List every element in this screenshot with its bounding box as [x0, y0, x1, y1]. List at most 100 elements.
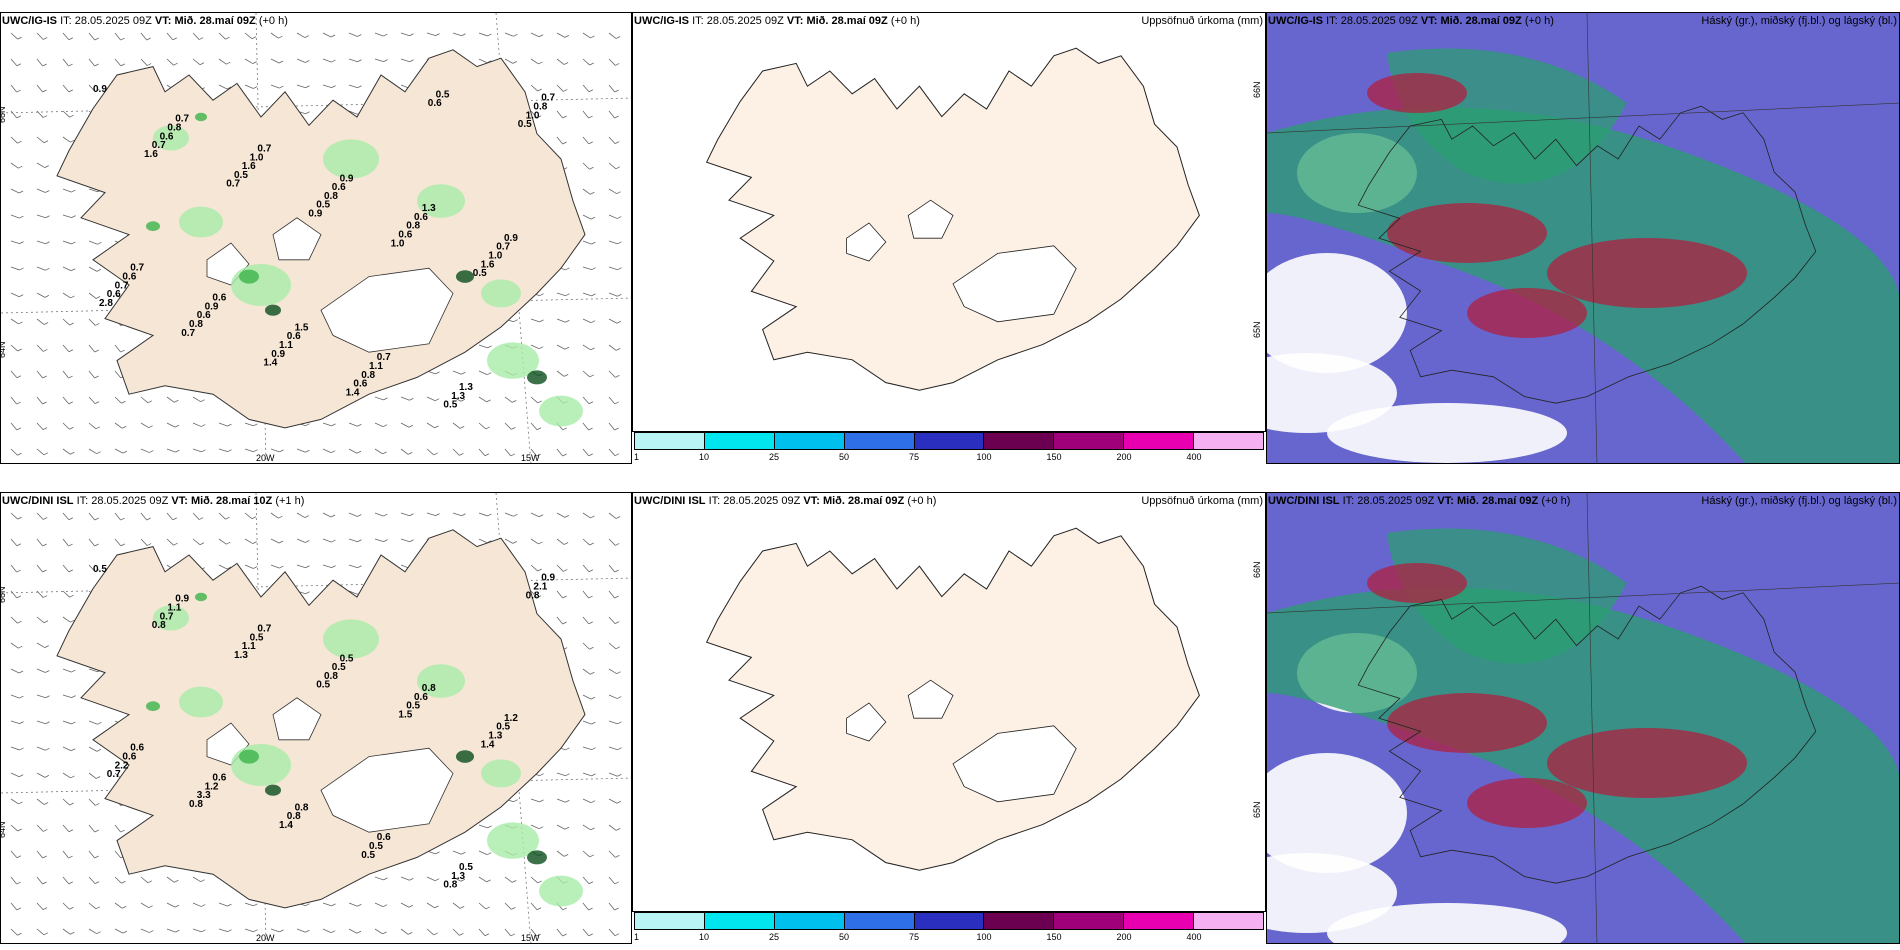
precip-value-label: 1.0: [250, 152, 264, 163]
lat-label: 66N: [1, 586, 7, 603]
colorbar-tick-label: 50: [838, 452, 850, 462]
colorbar-swatch: [914, 433, 985, 449]
precip-value-label: 1.4: [263, 358, 277, 369]
vt-value: Mið. 28.maí 09Z: [1456, 495, 1539, 507]
axis-labels: 66N 65N: [1252, 81, 1262, 338]
precip-cell: [487, 342, 539, 379]
mid-cloud-layer: [1367, 563, 1747, 828]
precip-value-label: 0.7: [257, 623, 271, 634]
precip-value-label: 0.6: [398, 230, 412, 241]
iceland-land: [56, 529, 586, 909]
field-title: Háský (gr.), miðský (fj.bl.) og lágský (…: [1701, 15, 1897, 27]
precip-value-label: 0.5: [316, 200, 330, 211]
precip-value-label: 0.8: [152, 620, 166, 631]
precip-value-label: 0.6: [428, 98, 442, 109]
colorbar-tick-label: 200: [1116, 452, 1132, 462]
precip-value-label: 0.8: [287, 811, 301, 822]
panel-header: UWC/DINI ISL IT: 28.05.2025 09Z VT: Mið.…: [1266, 492, 1900, 510]
precip-value-label: 0.7: [226, 179, 240, 190]
precip-value-label: 0.9: [271, 349, 285, 360]
precip-cell: [146, 701, 160, 712]
precip-value-labels: 0.90.70.70.91.30.90.70.61.50.71.30.70.81…: [93, 84, 556, 411]
vt-value: Mið. 28.maí 09Z: [822, 495, 905, 507]
field-title: Uppsöfnuð úrkoma (mm): [1141, 495, 1263, 507]
lon-label: 20W: [256, 453, 275, 463]
precip-value-label: 0.6: [414, 212, 428, 223]
precip-value-label: 0.7: [496, 242, 510, 253]
lat-label: 64N: [1, 341, 7, 358]
it-label: IT:: [708, 495, 721, 507]
precip-cell: [179, 686, 223, 718]
lead-time: (+0 h): [258, 15, 288, 27]
precip-value-label: 1.3: [488, 731, 502, 742]
lead-time: (+0 h): [907, 495, 937, 507]
precip-value-label: 0.7: [377, 352, 391, 363]
colorbar-tick-label: 25: [768, 452, 779, 462]
precip-value-label: 0.8: [406, 221, 420, 232]
iceland-outline: [1357, 105, 1817, 404]
panel-header: UWC/IG-IS IT: 28.05.2025 09Z VT: Mið. 28…: [632, 12, 1266, 30]
vt-label: VT:: [171, 495, 188, 507]
panel-bottom-left: UWC/DINI ISL IT: 28.05.2025 09Z VT: Mið.…: [0, 492, 632, 944]
precip-cell: [539, 395, 583, 427]
map-frame[interactable]: [1266, 492, 1900, 944]
colorbar-swatch: [1054, 433, 1125, 449]
vt-label: VT:: [1437, 495, 1454, 507]
precip-value-label: 0.9: [504, 233, 518, 244]
precip-value-label: 0.7: [152, 140, 166, 151]
precip-value-label: 2.1: [533, 581, 547, 592]
model-name: UWC/IG-IS: [634, 15, 689, 27]
precip-cell: [323, 619, 379, 659]
precip-cell: [231, 744, 291, 786]
colorbar-tick-label: 1: [634, 452, 640, 462]
precip-value-label: 0.8: [189, 319, 203, 330]
map-frame[interactable]: [1266, 12, 1900, 464]
colorbar-tick-label: 150: [1046, 932, 1062, 942]
precip-value-label: 1.4: [279, 820, 293, 831]
panel-header: UWC/DINI ISL IT: 28.05.2025 09Z VT: Mið.…: [0, 492, 632, 510]
field-title: Uppsöfnuð úrkoma (mm): [1141, 15, 1263, 27]
colorbar-swatch: [1054, 913, 1125, 929]
panel-top-right: UWC/IG-IS IT: 28.05.2025 09Z VT: Mið. 28…: [1266, 12, 1900, 464]
precip-cell: [481, 279, 521, 308]
colorbar-swatch: [635, 433, 705, 449]
precip-value-label: 0.5: [340, 653, 354, 664]
precip-cell: [195, 112, 207, 122]
colorbar-swatch: [984, 913, 1055, 929]
precip-cell: [146, 221, 160, 232]
cloud-map: [1267, 493, 1899, 943]
precip-value-label: 0.6: [122, 752, 136, 763]
map-frame[interactable]: 66N 65N: [632, 492, 1266, 912]
lead-time: (+0 h): [1524, 15, 1554, 27]
precip-value-label: 0.7: [115, 280, 129, 291]
precip-wind-map: 0.90.70.70.91.30.90.70.61.50.71.30.70.81…: [1, 13, 631, 463]
precip-value-label: 0.8: [324, 191, 338, 202]
precip-value-label: 0.8: [422, 683, 436, 694]
lon-label: 15W: [521, 933, 540, 943]
accum-precip-map: 66N 65N: [705, 47, 1262, 391]
colorbar-swatch: [844, 913, 915, 929]
colorbar-swatch: [704, 433, 775, 449]
it-label: IT:: [692, 15, 704, 27]
precip-value-label: 1.1: [279, 340, 293, 351]
precip-value-label: 0.5: [473, 268, 487, 279]
colorbar-tick-label: 400: [1186, 452, 1202, 462]
it-label: IT:: [60, 15, 72, 27]
precip-value-label: 0.5: [406, 701, 420, 712]
precip-field: [146, 112, 583, 427]
it-value: 28.05.2025 09Z: [1357, 495, 1435, 507]
precip-value-label: 0.7: [175, 114, 189, 125]
precip-value-label: 1.6: [144, 149, 158, 160]
colorbar-swatch: [774, 913, 845, 929]
precip-value-label: 0.8: [324, 671, 338, 682]
glacier: [272, 217, 322, 261]
map-frame[interactable]: 66N 65N: [632, 12, 1266, 432]
precip-value-label: 0.9: [308, 209, 322, 220]
model-name: UWC/DINI ISL: [2, 495, 74, 507]
map-frame[interactable]: 0.5 0.9 0.7 0.5 0.8 1.2 0.6 0.6 0.8 0.6 0.5 0.9 1.1 0…: [0, 492, 632, 944]
precip-value-label: 0.5: [234, 170, 248, 181]
vt-value: Mið. 28.maí 10Z: [190, 495, 273, 507]
map-frame[interactable]: 0.9 0.7 0.7 0.9 1.3 0.9 0.7 0.6 1.5 0.7 1.3 0.7 0.8 1…: [0, 12, 632, 464]
iceland-land: [705, 47, 1200, 391]
panel-bottom-middle: UWC/DINI ISL IT: 28.05.2025 09Z VT: Mið.…: [632, 492, 1266, 944]
